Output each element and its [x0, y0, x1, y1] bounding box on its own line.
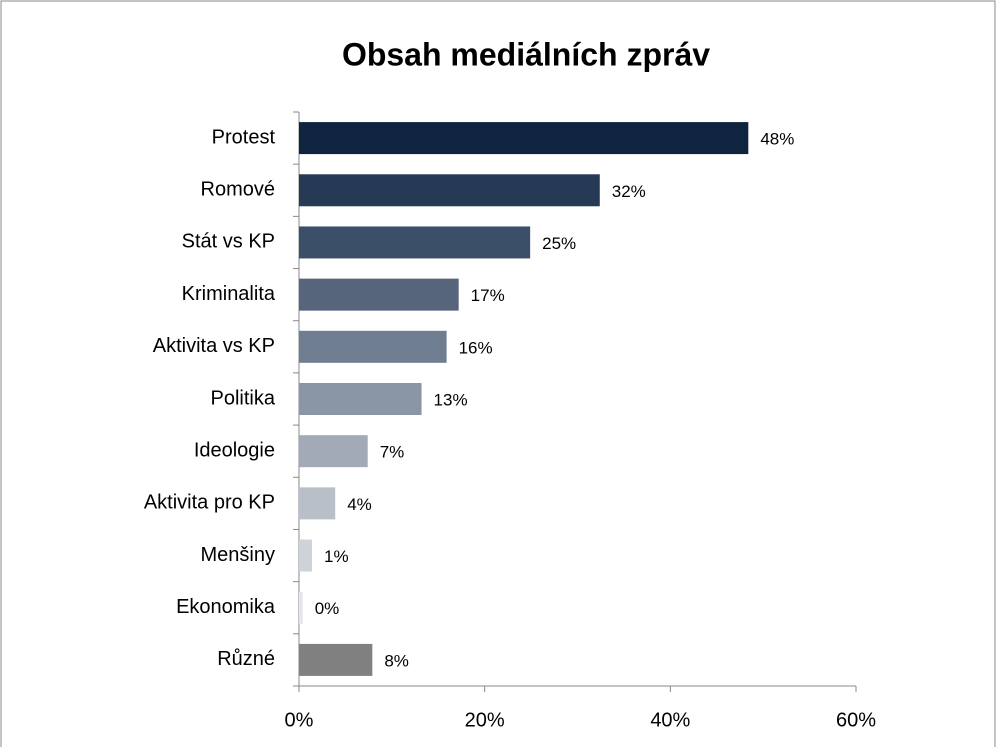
bar [299, 383, 422, 415]
value-label: 8% [384, 651, 409, 670]
bar [299, 487, 336, 520]
bar [299, 226, 531, 259]
y-tick-label: Aktivita pro KP [144, 492, 275, 514]
y-tick-label: Politika [211, 387, 276, 409]
x-tick-label: 0% [285, 709, 314, 731]
value-label: 32% [612, 182, 646, 201]
bar [299, 435, 368, 468]
x-tick-label: 40% [650, 709, 690, 731]
value-label: 1% [324, 547, 349, 566]
bar [299, 539, 312, 572]
x-tick-label: 60% [836, 709, 876, 731]
y-tick-label: Stát vs KP [182, 231, 275, 253]
bar [299, 330, 447, 363]
bar [299, 278, 459, 311]
x-tick-label: 20% [465, 709, 505, 731]
bar [299, 591, 303, 624]
y-tick-label: Romové [201, 179, 275, 201]
y-tick-label: Ideologie [194, 439, 275, 461]
chart-title: Obsah mediálních zpráv [342, 36, 710, 72]
value-label: 17% [471, 286, 505, 305]
value-label: 7% [380, 443, 405, 462]
value-label: 13% [434, 390, 468, 409]
bar [299, 122, 749, 155]
value-label: 16% [459, 338, 493, 357]
y-tick-label: Aktivita vs KP [153, 335, 275, 357]
value-label: 0% [315, 599, 340, 618]
y-tick-label: Protest [212, 126, 276, 148]
y-tick-label: Různé [217, 648, 275, 670]
y-tick-label: Menšiny [201, 544, 275, 566]
value-label: 48% [760, 130, 794, 149]
value-label: 25% [542, 234, 576, 253]
value-label: 4% [347, 495, 372, 514]
bar [299, 643, 373, 676]
y-tick-label: Kriminalita [182, 283, 276, 305]
bar [299, 174, 600, 207]
y-tick-label: Ekonomika [176, 596, 276, 618]
